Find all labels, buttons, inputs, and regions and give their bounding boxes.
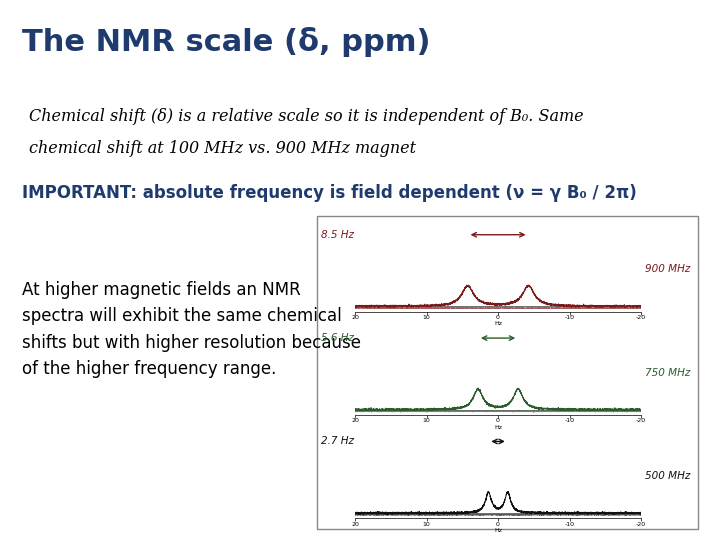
Text: 2.7 Hz: 2.7 Hz: [320, 436, 354, 447]
Text: chemical shift at 100 MHz vs. 900 MHz magnet: chemical shift at 100 MHz vs. 900 MHz ma…: [29, 140, 416, 157]
Text: 750 MHz: 750 MHz: [645, 368, 690, 377]
X-axis label: Hz: Hz: [494, 425, 502, 430]
Text: IMPORTANT: absolute frequency is field dependent (ν = γ B₀ / 2π): IMPORTANT: absolute frequency is field d…: [22, 184, 636, 201]
X-axis label: Hz: Hz: [494, 321, 502, 326]
Text: Chemical shift (δ) is a relative scale so it is independent of B₀. Same: Chemical shift (δ) is a relative scale s…: [29, 108, 583, 125]
Text: 8.5 Hz: 8.5 Hz: [320, 230, 354, 240]
X-axis label: Hz: Hz: [494, 528, 502, 533]
Text: 5.6 Hz: 5.6 Hz: [320, 333, 354, 343]
Text: The NMR scale (δ, ppm): The NMR scale (δ, ppm): [22, 27, 430, 57]
Text: At higher magnetic fields an NMR
spectra will exhibit the same chemical
shifts b: At higher magnetic fields an NMR spectra…: [22, 281, 361, 378]
Text: 900 MHz: 900 MHz: [645, 264, 690, 274]
Bar: [317, 216, 698, 529]
Text: 500 MHz: 500 MHz: [645, 471, 690, 481]
